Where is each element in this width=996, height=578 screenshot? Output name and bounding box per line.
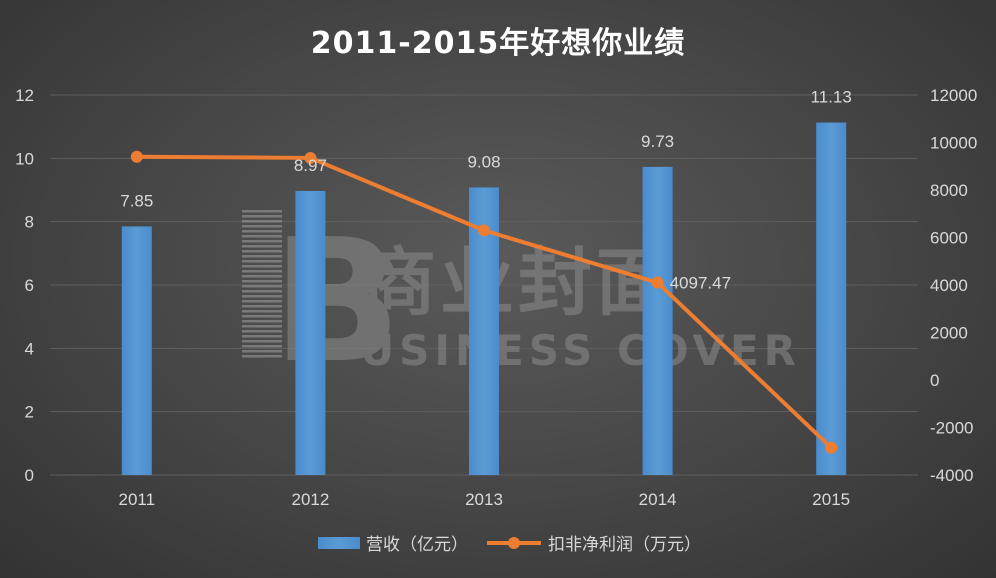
left-axis: 0 2 4 6 8 10 12 <box>15 86 34 485</box>
data-labels: 7.85 8.97 9.08 9.73 11.13 4097.47 <box>120 88 852 293</box>
right-tick-label: -4000 <box>930 466 973 485</box>
logo-stripe <box>242 310 282 313</box>
watermark-cn-text: 商业封面 <box>362 240 674 326</box>
logo-stripe <box>242 250 282 253</box>
legend-bar-swatch <box>318 537 360 549</box>
legend-bar-label: 营收（亿元） <box>366 535 468 555</box>
right-tick-label: 0 <box>930 371 939 390</box>
profit-point <box>130 150 143 163</box>
logo-stripe <box>242 325 282 328</box>
profit-point <box>478 224 490 237</box>
logo-stripe <box>242 280 282 283</box>
bar <box>121 226 152 475</box>
left-tick-label: 8 <box>25 213 34 232</box>
logo-stripe <box>242 290 282 293</box>
right-tick-label: 10000 <box>930 134 977 153</box>
legend-line-label: 扣非净利润（万元） <box>548 535 701 555</box>
logo-stripe <box>242 335 282 338</box>
logo-stripe <box>242 350 282 353</box>
right-tick-label: 4000 <box>930 276 968 295</box>
legend: 营收（亿元） 扣非净利润（万元） <box>318 535 701 555</box>
logo-stripe <box>242 220 282 223</box>
bar <box>642 166 673 475</box>
logo-stripe <box>242 355 282 358</box>
right-tick-label: 6000 <box>930 229 968 248</box>
logo-stripe <box>242 265 282 268</box>
logo-stripe <box>242 245 282 248</box>
logo-stripe <box>242 330 282 333</box>
x-tick-label: 2015 <box>812 490 850 509</box>
x-tick-label: 2014 <box>639 490 677 509</box>
profit-point <box>825 441 838 454</box>
logo-stripe <box>242 210 282 213</box>
x-tick-label: 2011 <box>119 490 156 509</box>
logo-stripe <box>242 320 282 323</box>
profit-point <box>651 276 664 289</box>
legend-line-marker <box>508 537 520 549</box>
right-axis: -4000 -2000 0 2000 4000 6000 8000 10000 12000 <box>930 86 977 485</box>
logo-stripe <box>242 260 282 263</box>
logo-stripe <box>242 285 282 288</box>
bar-value-label: 8.97 <box>294 156 327 175</box>
chart-title: 2011-2015年好想你业绩 <box>311 26 685 61</box>
left-tick-label: 12 <box>15 86 34 105</box>
right-tick-label: -2000 <box>930 419 973 438</box>
right-tick-label: 2000 <box>930 324 968 343</box>
line-value-label: 4097.47 <box>670 274 731 293</box>
logo-stripe <box>242 340 282 343</box>
logo-stripe <box>242 305 282 308</box>
logo-stripe <box>242 345 282 348</box>
right-tick-label: 8000 <box>930 181 968 200</box>
bar <box>295 190 326 475</box>
logo-stripe <box>242 255 282 258</box>
x-tick-label: 2012 <box>291 490 329 509</box>
logo-stripe <box>242 225 282 228</box>
logo-stripe <box>242 315 282 318</box>
logo-stripe <box>242 300 282 303</box>
logo-stripe <box>242 240 282 243</box>
watermark-en-text: USINESS COVER <box>360 326 801 375</box>
bar <box>816 122 847 476</box>
logo-stripe <box>242 295 282 298</box>
right-tick-label: 12000 <box>930 86 977 105</box>
bar-value-label: 11.13 <box>811 88 852 107</box>
x-tick-label: 2013 <box>465 490 503 509</box>
logo-stripe <box>242 275 282 278</box>
left-tick-label: 0 <box>25 466 34 485</box>
bar-value-label: 9.73 <box>641 132 674 151</box>
bar-value-label: 7.85 <box>120 191 153 210</box>
logo-stripe <box>242 215 282 218</box>
x-axis: 2011 2012 2013 2014 2015 <box>119 490 851 509</box>
line-series <box>130 150 838 454</box>
bar-series <box>121 122 847 476</box>
logo-stripe <box>242 270 282 273</box>
logo-stripe <box>242 230 282 233</box>
bar-value-label: 9.08 <box>467 152 500 171</box>
profit-point <box>304 151 317 164</box>
logo-stripe <box>242 235 282 238</box>
logo-letter: B <box>272 203 402 401</box>
left-tick-label: 10 <box>15 149 34 168</box>
left-tick-label: 6 <box>25 276 34 295</box>
left-tick-label: 4 <box>25 339 34 358</box>
left-tick-label: 2 <box>25 403 34 422</box>
